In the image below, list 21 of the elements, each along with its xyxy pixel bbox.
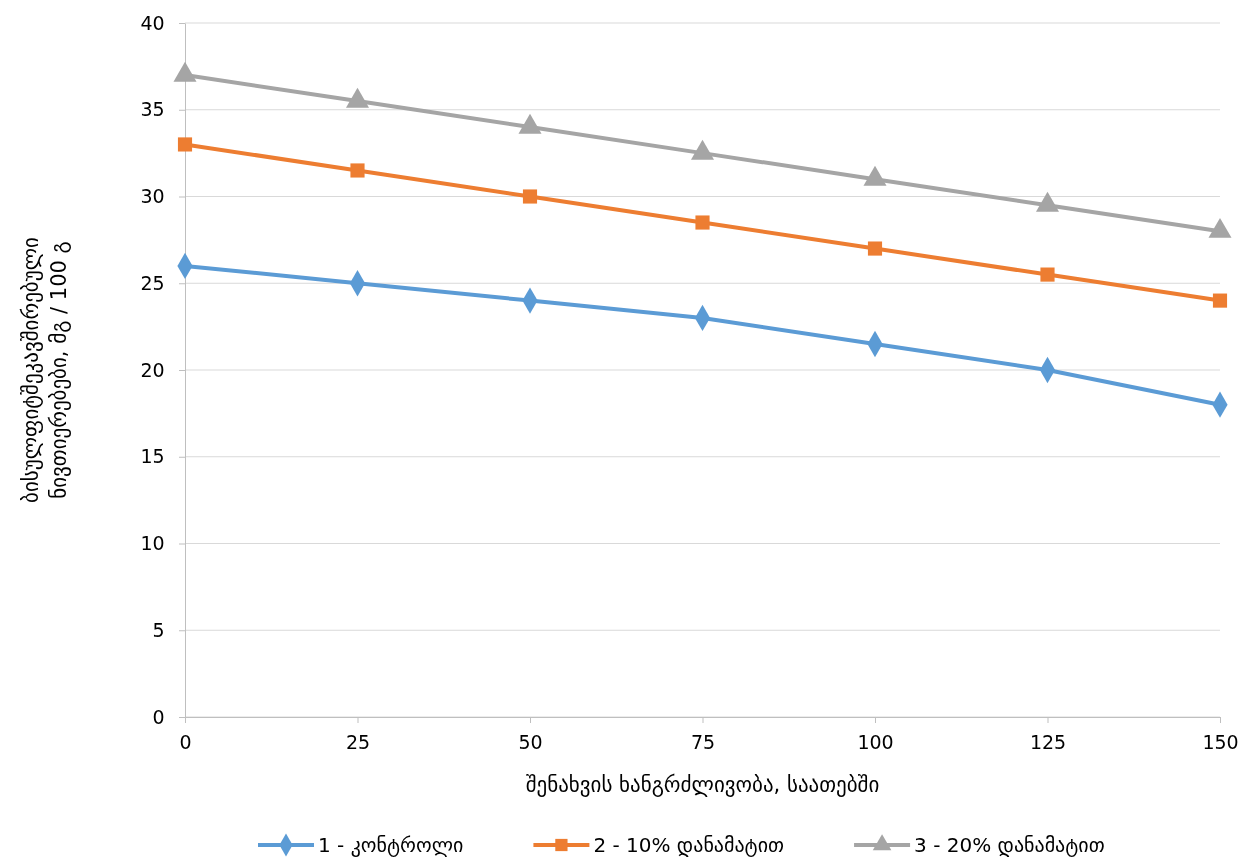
y-tick-label: 30 — [140, 185, 165, 208]
y-tick-label: 0 — [152, 705, 165, 728]
y-tick-label: 15 — [140, 445, 165, 468]
x-tick-label: 150 — [1202, 730, 1239, 753]
y-tick-label: 20 — [140, 358, 165, 381]
legend-label: 2 - 10% დანამატით — [593, 833, 785, 857]
x-tick-label: 100 — [857, 730, 894, 753]
legend-label: 1 - კონტროლი — [318, 833, 464, 857]
y-tick-label: 35 — [140, 98, 165, 121]
y-tick-label: 25 — [140, 271, 165, 294]
x-axis-title: შენახვის ხანგრძლივობა, საათებში — [525, 773, 880, 797]
y-axis-title: ბისულფიტშეკავშირებული ნივთიერებები, მგ / 100 გ — [19, 237, 72, 503]
y-tick-label: 10 — [140, 532, 165, 555]
x-tick-label: 75 — [690, 730, 716, 753]
y-tick-label: 5 — [152, 618, 165, 641]
x-tick-label: 50 — [518, 730, 543, 753]
legend-label: 3 - 20% დანამატით — [914, 833, 1105, 857]
x-tick-label: 25 — [345, 730, 371, 753]
y-tick-label: 40 — [140, 11, 165, 34]
x-tick-label: 125 — [1029, 730, 1067, 753]
x-tick-label: 0 — [179, 730, 192, 753]
